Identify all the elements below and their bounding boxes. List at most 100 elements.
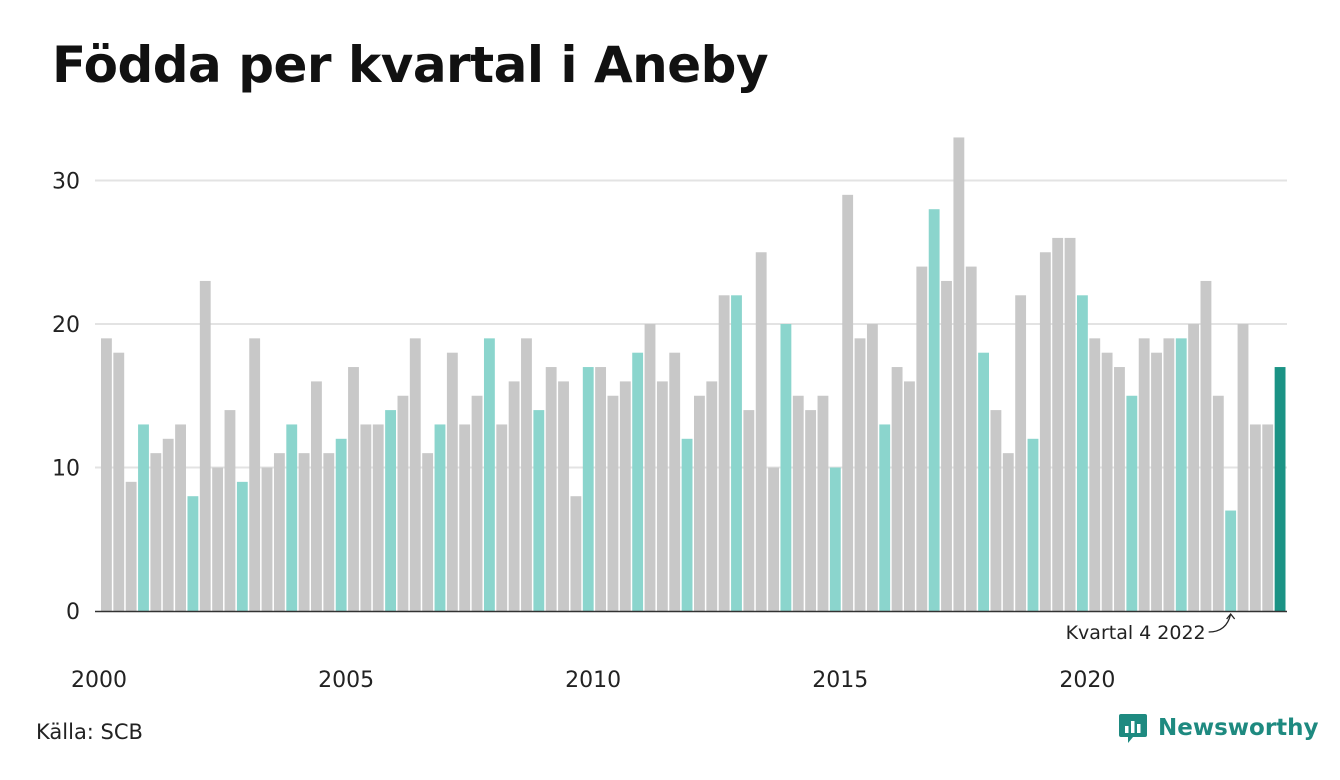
- bar: [150, 453, 162, 611]
- bar: [471, 395, 483, 611]
- bar: [582, 367, 594, 611]
- bar: [854, 338, 866, 611]
- bar: [335, 438, 347, 611]
- bar: [805, 410, 817, 611]
- annotation: Kvartal 4 2022: [1066, 612, 1236, 644]
- bar: [1249, 424, 1261, 611]
- bar: [434, 424, 446, 611]
- bar: [409, 338, 421, 611]
- bar: [496, 424, 508, 611]
- bar: [1064, 237, 1076, 611]
- bar: [1212, 395, 1224, 611]
- bar: [632, 352, 644, 611]
- bar: [113, 352, 125, 611]
- bar: [372, 424, 384, 611]
- annotation-label: Kvartal 4 2022: [1066, 622, 1206, 644]
- bar: [731, 295, 742, 611]
- bar: [138, 424, 149, 611]
- bar: [521, 338, 532, 611]
- bar: [1039, 252, 1051, 611]
- bar: [446, 352, 458, 611]
- bar: [483, 338, 495, 611]
- bar: [175, 424, 186, 611]
- bar: [829, 467, 841, 611]
- bar: [768, 467, 779, 611]
- bar: [273, 453, 285, 611]
- bar: [694, 395, 705, 611]
- bar: [212, 467, 224, 611]
- x-tick-label: 2000: [71, 668, 127, 693]
- x-tick-label: 2020: [1059, 668, 1115, 693]
- y-tick-label: 10: [52, 457, 80, 482]
- bar: [780, 324, 792, 611]
- bar: [644, 324, 656, 611]
- bar: [348, 367, 359, 611]
- bar: [422, 453, 434, 611]
- bar: [459, 424, 471, 611]
- bar: [397, 395, 409, 611]
- y-tick-label: 0: [66, 600, 80, 625]
- bar: [323, 453, 335, 611]
- bar: [125, 481, 137, 611]
- bar: [1237, 324, 1249, 611]
- bar: [842, 194, 854, 611]
- bars: [95, 137, 1287, 613]
- brand-name: Newsworthy: [1158, 715, 1319, 741]
- bar: [891, 367, 903, 611]
- bar: [101, 338, 112, 611]
- bar: [1076, 295, 1088, 611]
- bar: [706, 381, 718, 611]
- bar: [298, 453, 310, 611]
- bar: [718, 295, 730, 611]
- bar: [866, 324, 878, 611]
- newsworthy-logo-icon: [1119, 714, 1147, 743]
- bar: [1052, 237, 1064, 611]
- bar: [965, 266, 977, 611]
- bar: [792, 395, 804, 611]
- bar: [1225, 510, 1237, 611]
- bar: [1188, 324, 1200, 611]
- bar: [1015, 295, 1027, 611]
- bar: [941, 280, 952, 611]
- bar: [916, 266, 928, 611]
- bar: [286, 424, 298, 611]
- bar: [545, 367, 557, 611]
- bar: [187, 496, 199, 611]
- bar: [360, 424, 372, 611]
- bar: [817, 395, 829, 611]
- bar: [508, 381, 520, 611]
- chart-title: Födda per kvartal i Aneby: [52, 36, 769, 94]
- bar: [879, 424, 891, 611]
- x-axis-ticks: 2000 2005 2010 2015 2020: [71, 668, 1115, 693]
- bar: [224, 410, 236, 611]
- bar: [1262, 424, 1274, 611]
- source-label: Källa: SCB: [36, 720, 143, 744]
- bar: [1274, 367, 1286, 611]
- y-axis-ticks: 0 10 20 30: [52, 170, 80, 626]
- bar: [236, 481, 248, 611]
- bar: [1089, 338, 1101, 611]
- bar: [311, 381, 322, 611]
- bar: [1138, 338, 1150, 611]
- annotation-arrow-icon: [1208, 612, 1236, 633]
- bar: [904, 381, 915, 611]
- bar: [162, 438, 174, 611]
- bar: [1200, 280, 1212, 611]
- bar: [249, 338, 261, 611]
- bar: [1002, 453, 1014, 611]
- bar: [1114, 367, 1125, 611]
- bar: [743, 410, 755, 611]
- bar: [1101, 352, 1113, 611]
- bar: [199, 280, 211, 611]
- bar: [953, 137, 965, 611]
- y-tick-label: 30: [52, 170, 80, 195]
- bar: [1027, 438, 1039, 611]
- bar: [570, 496, 582, 611]
- bar: [558, 381, 569, 611]
- y-tick-label: 20: [52, 313, 80, 338]
- bar: [261, 467, 273, 611]
- bar: [681, 438, 693, 611]
- bar: [990, 410, 1002, 611]
- bar: [607, 395, 619, 611]
